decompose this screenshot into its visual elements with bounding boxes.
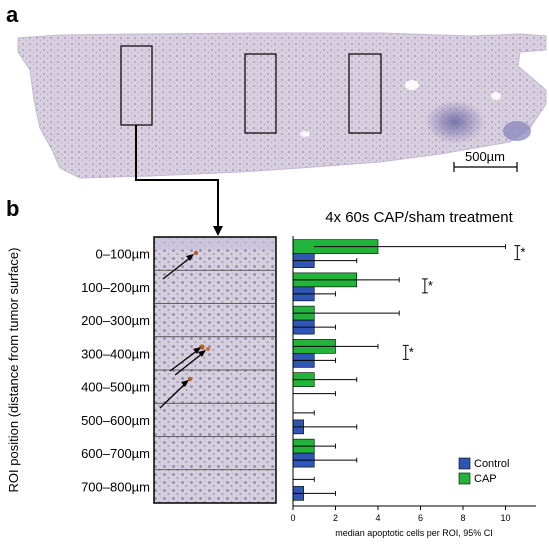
panel-a-letter: a xyxy=(6,2,19,27)
x-axis: 0 2 4 6 8 10 xyxy=(290,505,536,523)
legend: Control CAP xyxy=(458,457,509,485)
legend-control-swatch xyxy=(458,457,471,470)
category-label-500-600-m: 500–600µm xyxy=(81,413,150,428)
legend-cap-label: CAP xyxy=(474,473,497,485)
sig-star-2: * xyxy=(409,344,414,359)
zoom-arrowhead xyxy=(213,226,223,236)
roi-box-2 xyxy=(244,53,277,134)
x-tick-label-4: 4 xyxy=(375,513,380,523)
x-tick-label-0: 0 xyxy=(290,513,295,523)
category-label-400-500-m: 400–500µm xyxy=(81,380,150,395)
tissue-section-overview xyxy=(17,32,547,179)
legend-control-label: Control xyxy=(474,458,509,470)
roi-box-3 xyxy=(348,53,382,134)
category-label-600-700-m: 600–700µm xyxy=(81,446,150,461)
significance-markers: * * * xyxy=(402,245,525,360)
sig-star-0: * xyxy=(520,245,525,260)
scale-bar-label: 500µm xyxy=(465,149,505,164)
roi-dividers xyxy=(154,269,276,471)
y-axis-label: ROI position (distance from tumor surfac… xyxy=(6,248,21,493)
category-label-200-300-m: 200–300µm xyxy=(81,313,150,328)
panel-b-letter: b xyxy=(6,196,19,221)
x-tick-label-6: 6 xyxy=(418,513,423,523)
x-axis-label: median apoptotic cells per ROI, 95% CI xyxy=(335,528,493,538)
category-label-100-200-m: 100–200µm xyxy=(81,280,150,295)
x-tick-label-2: 2 xyxy=(333,513,338,523)
bar-series xyxy=(292,239,379,501)
confidence-intervals xyxy=(293,244,506,496)
sig-star-1: * xyxy=(428,278,433,293)
category-label-700-800-m: 700–800µm xyxy=(81,479,150,494)
roi-position-labels: 0–100µm 100–200µm 200–300µm 300–400µm 400–50… xyxy=(81,247,150,495)
x-tick-label-8: 8 xyxy=(460,513,465,523)
apoptotic-cell-arrows xyxy=(159,254,206,409)
x-tick-label-10: 10 xyxy=(500,513,510,523)
category-label-0-100-m: 0–100µm xyxy=(96,247,150,262)
legend-cap-swatch xyxy=(458,472,471,485)
category-label-300-400-m: 300–400µm xyxy=(81,346,150,361)
chart-title: 4x 60s CAP/sham treatment xyxy=(325,209,513,226)
zoom-connector xyxy=(135,125,219,228)
